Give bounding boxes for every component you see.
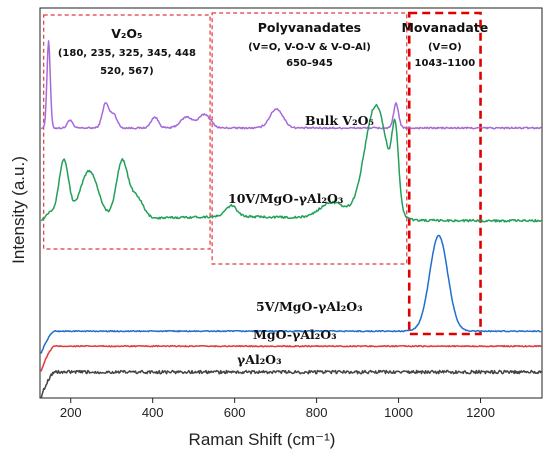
region-boxes: V₂O₅ (180, 235, 325, 345, 448 520, 567) Pol… — [43, 11, 488, 336]
series-label: MgO-γAl₂O₃ — [253, 327, 337, 342]
series-line — [40, 234, 542, 354]
region-title: Movanadate — [401, 20, 488, 35]
x-tick-label: 800 — [306, 405, 328, 420]
series-line — [40, 40, 542, 130]
series-line — [40, 103, 542, 223]
series-line — [40, 369, 542, 399]
x-tick-label: 400 — [142, 405, 164, 420]
x-tick-label: 200 — [60, 405, 82, 420]
x-tick-label: 600 — [224, 405, 246, 420]
x-axis-label: Raman Shift (cm⁻¹) — [189, 430, 336, 449]
series-line — [40, 344, 542, 372]
plot-frame — [39, 7, 543, 399]
x-tick-label: 1000 — [384, 405, 413, 420]
x-tick-label: 1200 — [466, 405, 495, 420]
y-axis-label: Intensity (a.u.) — [9, 156, 28, 264]
region-box — [43, 14, 211, 250]
series-label: Bulk V₂O₅ — [305, 113, 374, 128]
plot-border — [39, 7, 543, 399]
region-title: V₂O₅ — [111, 26, 142, 41]
series-label: 5V/MgO-γAl₂O₃ — [256, 299, 363, 314]
series-labels: Bulk V₂O₅ 10V/MgO-γAl₂O₃ 5V/MgO-γAl₂O₃ MgO-… — [228, 113, 374, 367]
region-note: (V=O) — [428, 42, 462, 53]
series-label: 10V/MgO-γAl₂O₃ — [228, 191, 343, 206]
region-note: (V=O, V-O-V & V-O-Al) — [248, 42, 371, 53]
series-lines — [40, 40, 542, 399]
region-box — [407, 11, 482, 336]
region-note: 1043–1100 — [415, 58, 476, 69]
region-note: 650–945 — [286, 58, 333, 69]
series-label: γAl₂O₃ — [237, 352, 282, 367]
region-box — [211, 12, 408, 265]
x-axis-ticks: 200 400 600 800 1000 1200 — [60, 398, 495, 420]
region-note: (180, 235, 325, 345, 448 — [58, 48, 196, 59]
region-note: 520, 567) — [100, 66, 154, 77]
region-title: Polyvanadates — [258, 20, 361, 35]
